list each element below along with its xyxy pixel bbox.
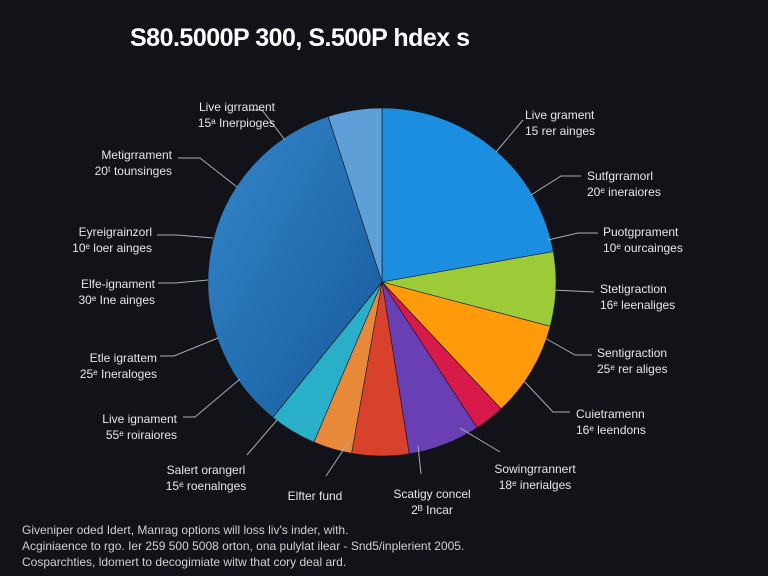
slice-label: Live igrrament bbox=[199, 100, 276, 114]
footnote: Giveniper oded Idert, Manrag options wil… bbox=[22, 522, 464, 570]
footnote-line: Cosparchties, ldomert to decogimiate wit… bbox=[22, 555, 347, 569]
pie-slice bbox=[381, 107, 554, 283]
leader-line bbox=[547, 232, 598, 241]
leader-line bbox=[552, 289, 595, 293]
leader-line bbox=[157, 234, 214, 239]
slice-label: Sentigraction bbox=[597, 346, 667, 360]
slice-label: Stetigraction bbox=[600, 282, 667, 296]
slice-label: Live ignament bbox=[102, 412, 177, 426]
leader-line bbox=[160, 337, 219, 357]
leader-line bbox=[530, 175, 581, 196]
slice-sublabel: 2ᴮ Incar bbox=[411, 503, 453, 517]
leader-line bbox=[495, 119, 524, 153]
slice-sublabel: 15ᵉ roenalnges bbox=[166, 479, 247, 493]
leader-line bbox=[522, 379, 570, 413]
leader-line bbox=[178, 157, 238, 188]
pie-slice bbox=[207, 116, 383, 418]
leader-line bbox=[246, 419, 278, 456]
slice-sublabel: 55ᵉ roiraiores bbox=[106, 428, 177, 442]
pie-slice bbox=[381, 281, 551, 410]
slice-sublabel: 10ᵉ loer ainges bbox=[72, 241, 152, 255]
slice-label: Sutfgrramorl bbox=[587, 169, 653, 183]
slice-label: Etle igrattem bbox=[90, 351, 157, 365]
slice-sublabel: 15 rer ainges bbox=[525, 124, 595, 138]
chart-title: S80.5000P 300, S.500P hdex s bbox=[130, 24, 470, 52]
footnote-line: Giveniper oded Idert, Manrag options wil… bbox=[22, 523, 349, 537]
slice-sublabel: 18ᵉ inerialges bbox=[499, 478, 572, 492]
slice-label: Sowingrrannert bbox=[494, 462, 576, 476]
slice-sublabel: 10ᵉ ourcainges bbox=[603, 241, 683, 255]
slice-sublabel: 20ᵗ tounsinges bbox=[95, 164, 172, 178]
leader-line bbox=[325, 439, 351, 477]
slice-label: Salert orangerl bbox=[167, 463, 246, 477]
leader-line bbox=[158, 279, 209, 284]
slice-sublabel: 20ᵉ ineraiores bbox=[587, 185, 661, 199]
slice-label: Elfe-ignament bbox=[81, 277, 156, 291]
leader-line bbox=[544, 337, 592, 356]
slice-label: Puotgprament bbox=[603, 225, 679, 239]
leader-line bbox=[183, 378, 241, 418]
slice-label: Live grament bbox=[525, 108, 595, 122]
slice-sublabel: 16ᵉ leenaliges bbox=[600, 298, 675, 312]
leader-line bbox=[459, 427, 501, 453]
slice-label: Cuietramenn bbox=[576, 407, 645, 421]
footnote-line: Acginiaence to rgo. Ier 259 500 5008 ort… bbox=[22, 539, 465, 553]
slice-sublabel: 15ᵃ Inerpioges bbox=[198, 116, 275, 130]
slice-label: Elfter fund bbox=[288, 489, 343, 503]
slice-label: Metigrrament bbox=[101, 148, 172, 162]
slice-label: Eyreigrainzorl bbox=[79, 225, 152, 239]
pie-slice bbox=[327, 107, 383, 283]
slice-sublabel: 25ᵉ Ineraloges bbox=[80, 367, 157, 381]
slice-sublabel: 16ᵉ leendons bbox=[576, 423, 646, 437]
slice-sublabel: 25ᵉ rer aliges bbox=[597, 362, 668, 376]
slice-sublabel: 30ᵉ Ine ainges bbox=[78, 293, 155, 307]
leader-line bbox=[250, 109, 286, 141]
slice-label: Scatigy concel bbox=[393, 487, 470, 501]
leader-line bbox=[417, 445, 422, 475]
